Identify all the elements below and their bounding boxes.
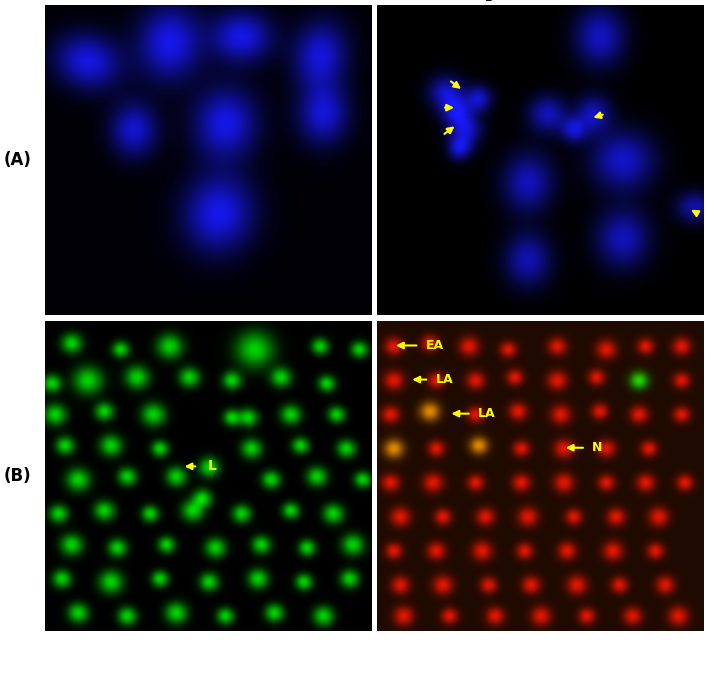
Text: LA: LA: [435, 373, 453, 386]
Text: Control: Control: [171, 0, 245, 3]
Text: $\mathit{P_z}$$\mathit{MH}$ treated: $\mathit{P_z}$$\mathit{MH}$ treated: [476, 0, 605, 3]
Text: L: L: [208, 460, 217, 473]
Text: LA: LA: [478, 407, 496, 420]
Text: N: N: [592, 441, 603, 454]
Text: EA: EA: [426, 339, 444, 352]
Text: (B): (B): [4, 466, 31, 485]
Text: (A): (A): [4, 151, 31, 170]
